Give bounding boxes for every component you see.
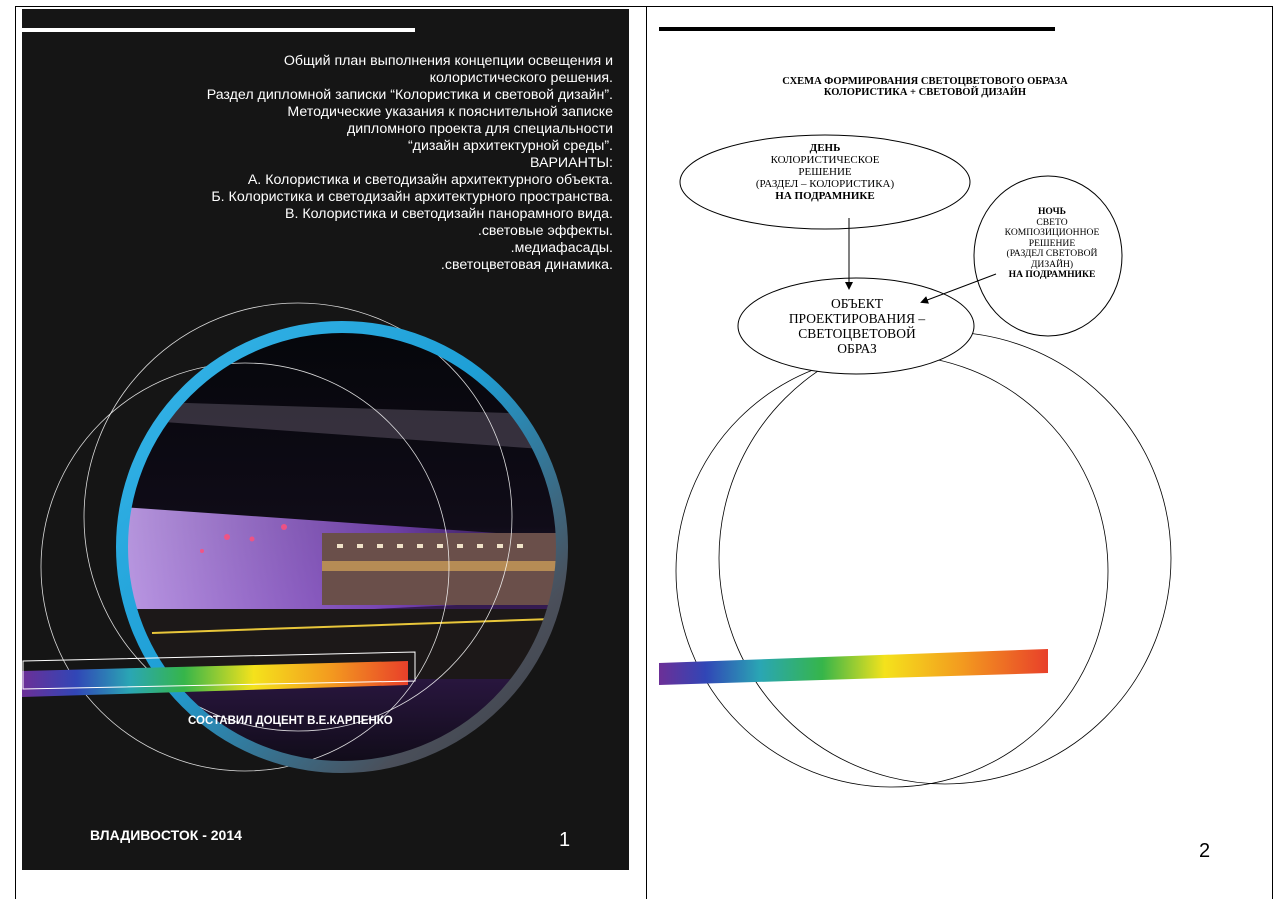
cover-heading-line: В. Колористика и светодизайн панорамного… bbox=[284, 206, 613, 222]
cover-heading-line: .светоцветовая динамика. bbox=[440, 257, 613, 273]
cover-page: Общий план выполнения концепции освещени… bbox=[22, 9, 629, 870]
cover-heading-line: колористического решения. bbox=[429, 70, 613, 86]
night-footer: НА ПОДРАМНИКЕ bbox=[1008, 269, 1096, 280]
day-footer: НА ПОДРАМНИКЕ bbox=[775, 190, 875, 202]
night-line: ДИЗАЙН) bbox=[1030, 258, 1074, 270]
scheme-diagram bbox=[659, 134, 1172, 788]
night-line: РЕШЕНИЕ bbox=[1028, 237, 1076, 249]
cover-heading-line: Раздел дипломной записки “Колористика и … bbox=[206, 87, 613, 103]
day-node-text: ДЕНЬ КОЛОРИСТИЧЕСКОЕ РЕШЕНИЕ (РАЗДЕЛ – К… bbox=[710, 142, 940, 202]
large-circle-left bbox=[675, 354, 1109, 788]
large-circle-right bbox=[718, 331, 1172, 785]
scheme-page: СХЕМА ФОРМИРОВАНИЯ СВЕТОЦВЕТОВОГО ОБРАЗА… bbox=[650, 9, 1272, 889]
night-heading: НОЧЬ bbox=[1037, 206, 1067, 217]
day-heading: ДЕНЬ bbox=[809, 142, 841, 154]
spectrum-bar bbox=[659, 649, 1048, 685]
object-line: ОБЪЕКТ bbox=[830, 296, 884, 311]
cover-top-rule bbox=[22, 28, 415, 32]
cover-heading-line: .медиафасады. bbox=[510, 240, 613, 256]
night-node-text: НОЧЬ СВЕТО КОМПОЗИЦИОННОЕ РЕШЕНИЕ (РАЗДЕ… bbox=[977, 206, 1127, 281]
object-line: ПРОЕКТИРОВАНИЯ – bbox=[788, 311, 926, 326]
object-node-text: ОБЪЕКТ ПРОЕКТИРОВАНИЯ – СВЕТОЦВЕТОВОЙ ОБ… bbox=[742, 296, 972, 356]
cover-heading-line: .световые эффекты. bbox=[477, 223, 613, 239]
cover-city-year: ВЛАДИВОСТОК - 2014 bbox=[90, 827, 242, 843]
cover-heading-line: дипломного проекта для специальности bbox=[347, 121, 613, 137]
scheme-title: СХЕМА ФОРМИРОВАНИЯ СВЕТОЦВЕТОВОГО ОБРАЗА… bbox=[720, 76, 1130, 98]
arrow-night-to-object bbox=[920, 273, 997, 304]
table-border-top bbox=[15, 6, 1273, 7]
object-node bbox=[737, 277, 975, 375]
cover-author: СОСТАВИЛ ДОЦЕНТ В.Е.КАРПЕНКО bbox=[188, 715, 393, 727]
night-line: КОМПОЗИЦИОННОЕ bbox=[1004, 227, 1100, 238]
object-line: ОБРАЗ bbox=[837, 341, 877, 356]
cover-heading-line: Общий план выполнения концепции освещени… bbox=[283, 53, 613, 69]
page-number: 2 bbox=[1199, 840, 1211, 862]
page-number: 1 bbox=[559, 829, 571, 851]
day-line: КОЛОРИСТИЧЕСКОЕ bbox=[770, 154, 880, 166]
day-line: РЕШЕНИЕ bbox=[798, 166, 852, 178]
blue-ring bbox=[116, 321, 568, 773]
table-border-left bbox=[15, 6, 16, 899]
day-node bbox=[679, 134, 971, 230]
scheme-title-line: СХЕМА ФОРМИРОВАНИЯ СВЕТОЦВЕТОВОГО ОБРАЗА bbox=[782, 76, 1068, 87]
cover-heading-line: ВАРИАНТЫ: bbox=[530, 155, 613, 171]
cover-artwork bbox=[22, 302, 568, 773]
scheme-top-rule bbox=[659, 27, 1055, 31]
cover-heading: Общий план выполнения концепции освещени… bbox=[23, 53, 613, 274]
cover-heading-line: “дизайн архитектурной среды”. bbox=[407, 138, 613, 154]
night-line: СВЕТО bbox=[1036, 216, 1068, 228]
night-line: (РАЗДЕЛ СВЕТОВОЙ bbox=[1006, 248, 1098, 259]
cover-heading-line: А. Колористика и светодизайн архитектурн… bbox=[247, 172, 613, 188]
cover-heading-line: Методические указания к пояснительной за… bbox=[287, 104, 613, 120]
night-node bbox=[973, 175, 1123, 337]
object-line: СВЕТОЦВЕТОВОЙ bbox=[798, 326, 916, 341]
scheme-title-line: КОЛОРИСТИКА + СВЕТОВОЙ ДИЗАЙН bbox=[823, 87, 1027, 98]
cover-heading-line: Б. Колористика и светодизайн архитектурн… bbox=[211, 189, 613, 205]
spectrum-bar bbox=[22, 661, 408, 697]
table-border-middle bbox=[646, 6, 647, 899]
day-line: (РАЗДЕЛ – КОЛОРИСТИКА) bbox=[755, 178, 895, 190]
